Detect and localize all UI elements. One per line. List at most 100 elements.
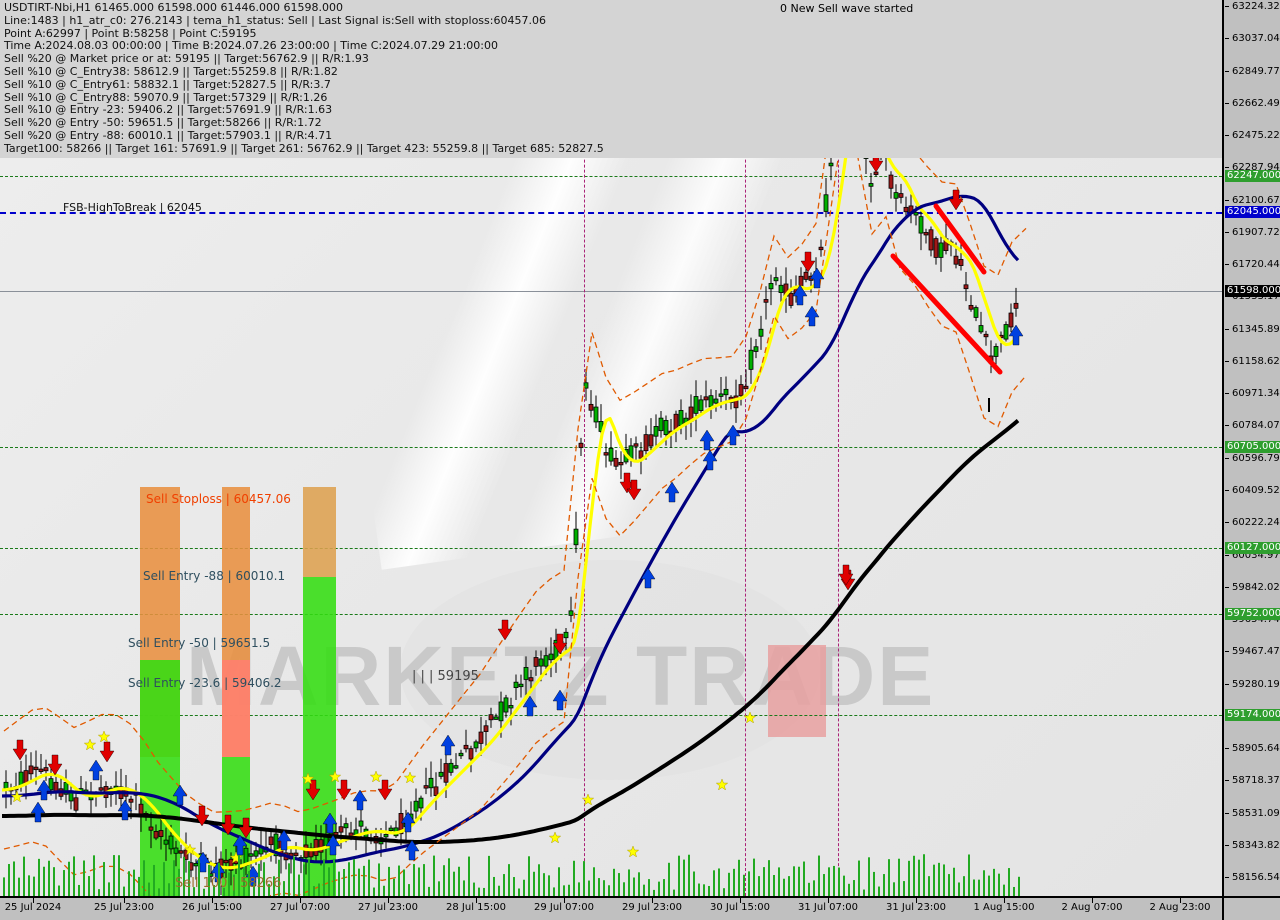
- buy-arrow-icon: [725, 424, 741, 446]
- header-line-10: Sell %20 @ Entry -88: 60010.1 || Target:…: [4, 128, 333, 142]
- label-fsb-high-to-break: FSB-HighToBreak | 62045: [63, 201, 202, 214]
- time-mark: [124, 898, 125, 903]
- price-level-badge-price-level[interactable]: 61598.000: [1225, 285, 1280, 297]
- fsb-level-line: [0, 212, 1222, 214]
- buy-arrow-icon: [1008, 324, 1024, 346]
- header-line-6: Sell %10 @ C_Entry61: 58832.1 || Target:…: [4, 77, 331, 91]
- time-tick: 1 Aug 15:00: [973, 902, 1035, 913]
- buy-arrow-icon: [322, 812, 338, 834]
- buy-arrow-icon: [702, 449, 718, 471]
- time-tick: 25 Jul 2024: [4, 902, 62, 913]
- buy-arrow-icon: [195, 851, 211, 873]
- price-tick: 62100.670: [1224, 195, 1280, 207]
- sell-arrow-icon: [47, 754, 63, 776]
- sell-arrow-icon: [377, 779, 393, 801]
- price-tick: 59842.020: [1224, 582, 1280, 594]
- time-tick: 31 Jul 23:00: [886, 902, 946, 913]
- price-tick: 61907.720: [1224, 227, 1280, 239]
- price-tick: 60222.245: [1224, 517, 1280, 529]
- vertical-time-line: [584, 0, 585, 896]
- entry-zone-orange-3: [303, 487, 336, 577]
- buy-arrow-icon: [404, 839, 420, 861]
- price-tick: 61158.620: [1224, 356, 1280, 368]
- label-new-sell-wave: 0 New Sell wave started: [780, 2, 914, 15]
- header-line-2: Point A:62997 | Point B:58258 | Point C:…: [4, 26, 257, 40]
- time-mark: [388, 898, 389, 903]
- price-tick: 58718.370: [1224, 775, 1280, 787]
- price-tick: 60034.970: [1224, 550, 1280, 562]
- buy-arrow-icon: [440, 734, 456, 756]
- price-level-badge-green-level[interactable]: 60127.000: [1225, 542, 1280, 554]
- chart-info-header: USDTIRT-Nbi,H1 61465.000 61598.000 61446…: [0, 0, 1222, 158]
- buy-arrow-icon: [640, 567, 656, 589]
- price-level-badge-green-level[interactable]: 60705.000: [1225, 441, 1280, 453]
- price-level-badge-green-level[interactable]: 59174.000: [1225, 709, 1280, 721]
- time-mark: [212, 898, 213, 903]
- time-axis[interactable]: 25 Jul 2024 25 Jul 23:00 26 Jul 15:00 27 Ju…: [0, 896, 1222, 920]
- header-line-0: USDTIRT-Nbi,H1 61465.000 61598.000 61446…: [4, 1, 343, 14]
- label-sell-entry-88: Sell Entry -88 | 60010.1: [143, 569, 286, 583]
- price-tick: 63224.320: [1224, 1, 1280, 13]
- time-tick: 30 Jul 15:00: [710, 902, 770, 913]
- header-line-5: Sell %10 @ C_Entry38: 58612.9 || Target:…: [4, 64, 338, 78]
- price-tick: 58156.545: [1224, 872, 1280, 884]
- buy-arrow-icon: [699, 429, 715, 451]
- price-tick: 62287.945: [1224, 162, 1280, 174]
- buy-arrow-icon: [117, 799, 133, 821]
- price-tick: 58905.645: [1224, 743, 1280, 755]
- axis-corner: [1222, 896, 1280, 920]
- buy-arrow-icon: [352, 789, 368, 811]
- price-tick: 62662.495: [1224, 98, 1280, 110]
- time-mark: [1004, 898, 1005, 903]
- header-line-7: Sell %10 @ C_Entry88: 59070.9 || Target:…: [4, 90, 328, 104]
- time-tick: 27 Jul 23:00: [358, 902, 418, 913]
- price-axis[interactable]: 63224.320 63037.045 62849.770 62662.495 6247…: [1222, 0, 1280, 896]
- price-level-badge-green-level[interactable]: 59752.000: [1225, 608, 1280, 620]
- buy-arrow-icon: [792, 284, 808, 306]
- price-tick: 59280.195: [1224, 679, 1280, 691]
- price-tick: 62849.770: [1224, 66, 1280, 78]
- price-tick: 63037.045: [1224, 33, 1280, 45]
- sell-arrow-icon: [220, 814, 236, 836]
- time-tick: 2 Aug 23:00: [1149, 902, 1211, 913]
- buy-arrow-icon: [36, 779, 52, 801]
- sell-arrow-icon: [800, 251, 816, 273]
- buy-arrow-icon: [522, 695, 538, 717]
- header-line-8: Sell %10 @ Entry -23: 59406.2 || Target:…: [4, 103, 333, 117]
- green-level-line: [0, 614, 1222, 615]
- time-mark: [1092, 898, 1093, 903]
- price-level-badge-green-level[interactable]: 62247.000: [1225, 170, 1280, 182]
- label-point-c: | | | 59195: [412, 669, 479, 684]
- time-tick: 28 Jul 15:00: [446, 902, 506, 913]
- time-tick: 29 Jul 23:00: [622, 902, 682, 913]
- price-tick: 59467.470: [1224, 646, 1280, 658]
- price-tick: 58343.820: [1224, 840, 1280, 852]
- sell-arrow-icon: [238, 817, 254, 839]
- time-tick: 2 Aug 07:00: [1061, 902, 1123, 913]
- green-level-line: [0, 548, 1222, 549]
- time-mark: [1180, 898, 1181, 903]
- time-tick: 25 Jul 23:00: [94, 902, 154, 913]
- price-tick: 60784.070: [1224, 420, 1280, 432]
- entry-zone-green-3: [303, 577, 336, 757]
- sell-arrow-icon: [12, 739, 28, 761]
- time-mark: [828, 898, 829, 903]
- buy-arrow-icon: [809, 267, 825, 289]
- buy-arrow-icon: [276, 829, 292, 851]
- header-line-4: Sell %20 @ Market price or at: 59195 || …: [4, 52, 369, 66]
- entry-zone-green-1: [140, 660, 180, 757]
- current-price-line: [0, 291, 1222, 292]
- sell-arrow-icon: [305, 779, 321, 801]
- time-tick: 29 Jul 07:00: [534, 902, 594, 913]
- sell-arrow-icon: [497, 619, 513, 641]
- price-level-badge-fsb-level[interactable]: 62045.000: [1225, 206, 1280, 218]
- vertical-time-line: [745, 0, 746, 896]
- price-tick: 60971.345: [1224, 388, 1280, 400]
- label-sell-100: Sell 100 | 58266: [175, 876, 282, 891]
- time-mark: [33, 898, 34, 903]
- buy-arrow-icon: [88, 759, 104, 781]
- buy-arrow-icon: [664, 481, 680, 503]
- header-line-9: Sell %20 @ Entry -50: 59651.5 || Target:…: [4, 116, 322, 130]
- time-mark: [652, 898, 653, 903]
